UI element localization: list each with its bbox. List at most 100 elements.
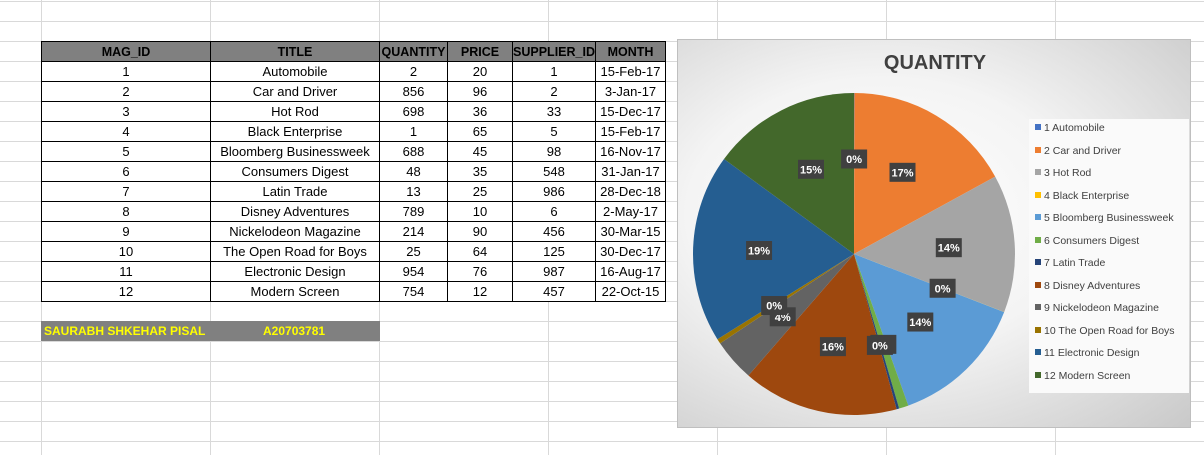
legend-item[interactable]: 3 Hot Rod (1035, 167, 1091, 181)
student-id[interactable]: A20703781 (263, 324, 326, 338)
title-cell[interactable]: Automobile (210, 61, 380, 82)
pie-slice-4[interactable] (854, 254, 1005, 313)
price-cell[interactable]: 65 (447, 121, 513, 142)
legend-item[interactable]: 8 Disney Adventures (1035, 280, 1140, 294)
title-cell[interactable]: Latin Trade (210, 181, 380, 202)
legend-item[interactable]: 2 Car and Driver (1035, 145, 1121, 159)
price-cell[interactable]: 90 (447, 221, 513, 242)
month-cell[interactable]: 15-Feb-17 (595, 121, 666, 142)
quantity-cell[interactable]: 698 (379, 101, 448, 122)
header-supplier-id[interactable]: SUPPLIER_ID (512, 41, 596, 62)
price-cell[interactable]: 20 (447, 61, 513, 82)
quantity-cell[interactable]: 954 (379, 261, 448, 282)
quantity-cell[interactable]: 214 (379, 221, 448, 242)
quantity-cell[interactable]: 856 (379, 81, 448, 102)
data-label-2[interactable]: 17% (889, 162, 916, 182)
month-cell[interactable]: 15-Feb-17 (595, 61, 666, 82)
header-quantity[interactable]: QUANTITY (379, 41, 448, 62)
pie-slice-8[interactable] (748, 254, 897, 415)
pie-slice-6[interactable] (854, 254, 909, 409)
quantity-cell[interactable]: 13 (379, 181, 448, 202)
mag-id-cell[interactable]: 10 (41, 241, 211, 262)
price-cell[interactable]: 96 (447, 81, 513, 102)
price-cell[interactable]: 76 (447, 261, 513, 282)
legend-item[interactable]: 1 Automobile (1035, 122, 1105, 136)
legend-item[interactable]: 7 Latin Trade (1035, 257, 1105, 271)
data-label-8[interactable]: 16% (819, 337, 846, 357)
month-cell[interactable]: 30-Mar-15 (595, 221, 666, 242)
data-label-10[interactable]: 0% (761, 296, 788, 316)
mag-id-cell[interactable]: 2 (41, 81, 211, 102)
mag-id-cell[interactable]: 8 (41, 201, 211, 222)
supplier-id-cell[interactable]: 2 (512, 81, 596, 102)
data-label-4[interactable]: 0% (929, 278, 956, 298)
supplier-id-cell[interactable]: 5 (512, 121, 596, 142)
pie-slice-7[interactable] (854, 254, 900, 410)
mag-id-cell[interactable]: 6 (41, 161, 211, 182)
mag-id-cell[interactable]: 11 (41, 261, 211, 282)
quantity-cell[interactable]: 2 (379, 61, 448, 82)
mag-id-cell[interactable]: 7 (41, 181, 211, 202)
mag-id-cell[interactable]: 9 (41, 221, 211, 242)
legend-item[interactable]: 12 Modern Screen (1035, 370, 1130, 384)
month-cell[interactable]: 15-Dec-17 (595, 101, 666, 122)
student-name[interactable]: SAURABH SHKEHAR PISAL (44, 324, 206, 338)
supplier-id-cell[interactable]: 33 (512, 101, 596, 122)
title-cell[interactable]: Disney Adventures (210, 201, 380, 222)
title-cell[interactable]: Car and Driver (210, 81, 380, 102)
month-cell[interactable]: 28-Dec-18 (595, 181, 666, 202)
data-label-3[interactable]: 14% (935, 238, 962, 258)
price-cell[interactable]: 25 (447, 181, 513, 202)
supplier-id-cell[interactable]: 457 (512, 281, 596, 302)
price-cell[interactable]: 12 (447, 281, 513, 302)
supplier-id-cell[interactable]: 986 (512, 181, 596, 202)
price-cell[interactable]: 10 (447, 201, 513, 222)
quantity-cell[interactable]: 688 (379, 141, 448, 162)
pie-slice-2[interactable] (854, 93, 996, 254)
pie-slice-11[interactable] (693, 158, 854, 340)
pie-slice-3[interactable] (854, 176, 1015, 312)
legend-item[interactable]: 10 The Open Road for Boys (1035, 325, 1175, 339)
mag-id-cell[interactable]: 5 (41, 141, 211, 162)
quantity-cell[interactable]: 754 (379, 281, 448, 302)
legend-item[interactable]: 11 Electronic Design (1035, 347, 1140, 361)
header-title[interactable]: TITLE (210, 41, 380, 62)
mag-id-cell[interactable]: 3 (41, 101, 211, 122)
title-cell[interactable]: Nickelodeon Magazine (210, 221, 380, 242)
header-mag-id[interactable]: MAG_ID (41, 41, 211, 62)
legend-item[interactable]: 9 Nickelodeon Magazine (1035, 302, 1159, 316)
mag-id-cell[interactable]: 12 (41, 281, 211, 302)
legend-item[interactable]: 4 Black Enterprise (1035, 190, 1129, 204)
month-cell[interactable]: 16-Aug-17 (595, 261, 666, 282)
month-cell[interactable]: 31-Jan-17 (595, 161, 666, 182)
price-cell[interactable]: 45 (447, 141, 513, 162)
mag-id-cell[interactable]: 1 (41, 61, 211, 82)
month-cell[interactable]: 2-May-17 (595, 201, 666, 222)
quantity-cell[interactable]: 25 (379, 241, 448, 262)
title-cell[interactable]: Hot Rod (210, 101, 380, 122)
title-cell[interactable]: Bloomberg Businessweek (210, 141, 380, 162)
quantity-pie-chart[interactable]: QUANTITY 0%17%14%0%14%1%0%16%4%0%19%15% … (677, 39, 1191, 428)
quantity-cell[interactable]: 48 (379, 161, 448, 182)
month-cell[interactable]: 16-Nov-17 (595, 141, 666, 162)
data-label-11[interactable]: 19% (746, 241, 773, 261)
month-cell[interactable]: 3-Jan-17 (595, 81, 666, 102)
supplier-id-cell[interactable]: 125 (512, 241, 596, 262)
pie-slice-12[interactable] (724, 93, 854, 254)
quantity-cell[interactable]: 789 (379, 201, 448, 222)
supplier-id-cell[interactable]: 6 (512, 201, 596, 222)
legend-item[interactable]: 5 Bloomberg Businessweek (1035, 212, 1174, 226)
chart-legend[interactable]: 1 Automobile 2 Car and Driver 3 Hot Rod 4 B… (1029, 119, 1189, 393)
month-cell[interactable]: 22-Oct-15 (595, 281, 666, 302)
legend-item[interactable]: 6 Consumers Digest (1035, 235, 1139, 249)
month-cell[interactable]: 30-Dec-17 (595, 241, 666, 262)
supplier-id-cell[interactable]: 1 (512, 61, 596, 82)
quantity-cell[interactable]: 1 (379, 121, 448, 142)
supplier-id-cell[interactable]: 987 (512, 261, 596, 282)
header-price[interactable]: PRICE (447, 41, 513, 62)
supplier-id-cell[interactable]: 548 (512, 161, 596, 182)
title-cell[interactable]: Modern Screen (210, 281, 380, 302)
price-cell[interactable]: 64 (447, 241, 513, 262)
title-cell[interactable]: Electronic Design (210, 261, 380, 282)
data-label-7[interactable]: 0% (866, 335, 893, 355)
